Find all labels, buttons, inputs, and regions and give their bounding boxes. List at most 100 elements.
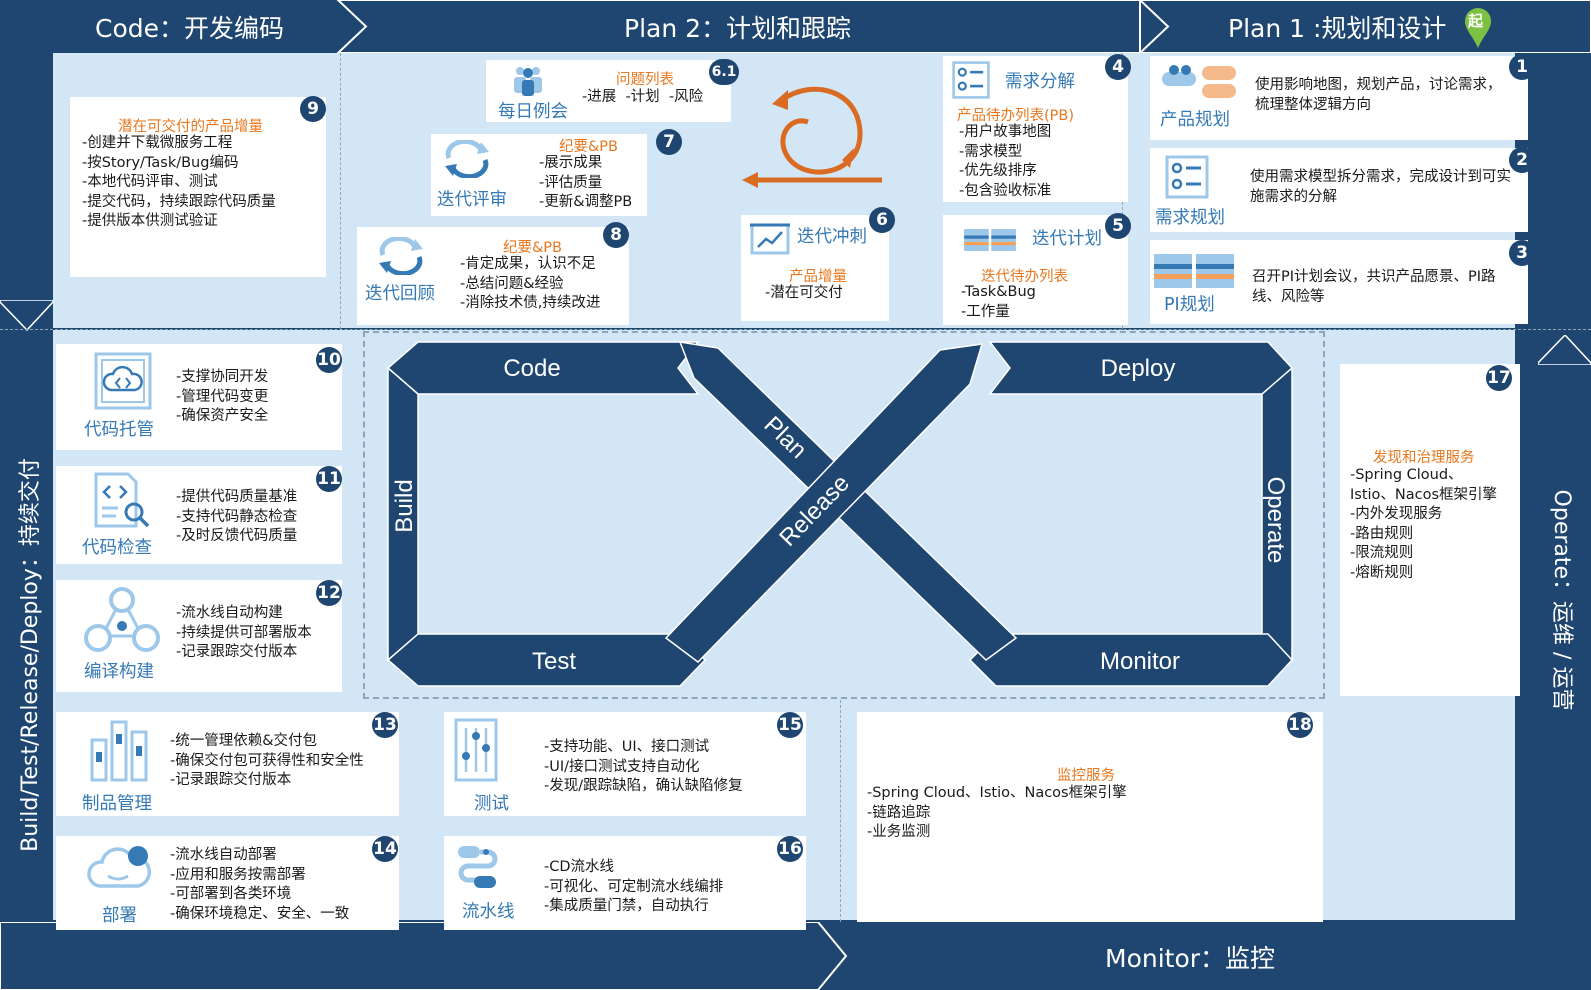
card-14-number: 14 — [372, 836, 398, 862]
card-7-line: -展示成果 — [539, 155, 603, 171]
card-13-name: 制品管理 — [82, 794, 152, 814]
card-5-title: 迭代待办列表 — [981, 269, 1068, 285]
start-marker-label: 起 — [1468, 12, 1484, 30]
card-1-number: 1 — [1509, 54, 1535, 80]
card-iteration-planning[interactable]: 迭代计划 迭代待办列表 -Task&Bug -工作量 — [943, 215, 1128, 325]
card-7-line: -评估质量 — [539, 174, 603, 191]
loop-test-label: Test — [532, 648, 576, 675]
bottom-band-arrow — [0, 922, 848, 990]
card-product-planning[interactable]: 产品规划 使用影响地图，规划产品，讨论需求，梳理整体逻辑方向 — [1150, 56, 1528, 140]
card-requirement-planning[interactable]: 需求规划 使用需求模型拆分需求，完成设计到可实施需求的分解 — [1150, 148, 1528, 232]
card-14-name: 部署 — [102, 906, 137, 926]
card-12-line: -流水线自动构建 — [176, 605, 283, 621]
card-11-lines: -提供代码质量基准 -支持代码静态检查 -及时反馈代码质量 — [176, 488, 297, 547]
card-pi-planning[interactable]: PI规划 召开PI计划会议，共识产品愿景、PI路线、风险等 — [1150, 240, 1528, 324]
card-12-name: 编译构建 — [84, 662, 154, 682]
sprint-loop-icon — [742, 86, 882, 188]
card-7-lines: -展示成果 -评估质量 -更新&调整PB — [539, 154, 632, 213]
loop-monitor-label: Monitor — [1100, 648, 1180, 675]
checklist-icon — [1165, 155, 1209, 199]
card-code-inspection[interactable]: 代码检查 -提供代码质量基准 -支持代码静态检查 -及时反馈代码质量 — [56, 466, 342, 564]
card-iteration-retrospective[interactable]: 迭代回顾 纪要&PB -肯定成果，认识不足 -总结问题&经验 -消除技术债,持续… — [357, 227, 629, 325]
card-requirement-breakdown[interactable]: 需求分解 产品待办列表(PB) -用户故事地图 -需求模型 -优先级排序 -包含… — [943, 56, 1128, 202]
card-6-number: 6 — [869, 207, 895, 233]
card-iteration-review[interactable]: 迭代评审 纪要&PB -展示成果 -评估质量 -更新&调整PB — [431, 134, 647, 216]
card-4-number: 4 — [1105, 54, 1131, 80]
card-deployment[interactable]: 部署 -流水线自动部署 -应用和服务按需部署 -可部署到各类环境 -确保环境稳定… — [56, 836, 399, 930]
card-12-lines: -流水线自动构建 -持续提供可部署版本 -记录跟踪交付版本 — [176, 604, 312, 663]
card-monitoring-service[interactable]: 监控服务 -Spring Cloud、Istio、Nacos框架引擎 -链路追踪… — [857, 712, 1323, 922]
card-4-line: -用户故事地图 — [959, 124, 1052, 140]
card-1-desc: 使用影响地图，规划产品，讨论需求，梳理整体逻辑方向 — [1255, 77, 1502, 113]
card-2-desc: 使用需求模型拆分需求，完成设计到可实施需求的分解 — [1250, 169, 1511, 205]
card-8-title: 纪要&PB — [503, 240, 562, 256]
card-iteration-sprint[interactable]: 迭代冲刺 产品增量 -潜在可交付 — [741, 215, 889, 321]
card-discovery-governance[interactable]: 发现和治理服务 -Spring Cloud、 Istio、Nacos框架引擎 -… — [1340, 364, 1520, 696]
card-product-increment[interactable]: 潜在可交付的产品增量 -创建并下载微服务工程 -按Story/Task/Bug编… — [70, 97, 326, 277]
team-meeting-icon — [514, 67, 542, 96]
card-11-name: 代码检查 — [82, 538, 152, 558]
card-8-line: -肯定成果，认识不足 — [460, 256, 596, 272]
card-8-line: -消除技术债,持续改进 — [460, 295, 601, 311]
card-16-lines: -CD流水线 -可视化、可定制流水线编排 -集成质量门禁，自动执行 — [544, 858, 723, 917]
card-4-line: -优先级排序 — [959, 163, 1037, 179]
card-61-lines: -进展 -计划 -风险 — [582, 88, 703, 108]
card-10-lines: -支撑协同开发 -管理代码变更 -确保资产安全 — [176, 368, 268, 427]
card-9-line: -创建并下载微服务工程 — [82, 135, 233, 151]
card-14-line: -应用和服务按需部署 — [170, 866, 306, 883]
card-code-hosting[interactable]: 代码托管 -支撑协同开发 -管理代码变更 -确保资产安全 — [56, 344, 342, 450]
loop-deploy-label: Deploy — [1101, 355, 1176, 382]
card-13-line: -记录跟踪交付版本 — [170, 772, 292, 788]
card-build[interactable]: 编译构建 -流水线自动构建 -持续提供可部署版本 -记录跟踪交付版本 — [56, 580, 342, 692]
card-14-line: -流水线自动部署 — [170, 847, 277, 863]
card-4-lines: -用户故事地图 -需求模型 -优先级排序 -包含验收标准 — [959, 123, 1051, 201]
card-11-line: -及时反馈代码质量 — [176, 528, 298, 544]
card-15-line: -发现/跟踪缺陷，确认缺陷修复 — [544, 778, 743, 794]
devops-loop-frame — [363, 331, 1325, 699]
card-9-line: -提交代码，持续跟踪代码质量 — [82, 193, 276, 210]
card-10-line: -确保资产安全 — [176, 408, 269, 424]
card-artifact-management[interactable]: 制品管理 -统一管理依赖&交付包 -确保交付包可获得性和安全性 -记录跟踪交付版… — [56, 712, 399, 816]
card-18-number: 18 — [1287, 712, 1313, 738]
card-61-line: -进展 -计划 -风险 — [582, 89, 704, 105]
card-9-title: 潜在可交付的产品增量 — [118, 119, 263, 135]
card-13-lines: -统一管理依赖&交付包 -确保交付包可获得性和安全性 -记录跟踪交付版本 — [170, 732, 364, 791]
kanban-board-icon — [964, 229, 1016, 251]
card-testing[interactable]: 测试 -支持功能、UI、接口测试 -UI/接口测试支持自动化 -发现/跟踪缺陷，… — [444, 712, 806, 816]
loop-operate-label: Operate — [1262, 477, 1289, 564]
card-6-lines: -潜在可交付 — [765, 284, 843, 304]
card-7-title: 纪要&PB — [559, 139, 618, 155]
loop-build-label: Build — [391, 479, 418, 532]
card-9-lines: -创建并下载微服务工程 -按Story/Task/Bug编码 -本地代码评审、测… — [82, 134, 276, 232]
card-2-name: 需求规划 — [1155, 208, 1225, 228]
card-7-number: 7 — [656, 129, 682, 155]
card-17-line: -熔断规则 — [1350, 564, 1414, 581]
presentation-chart-icon — [750, 223, 790, 255]
loop-code-label: Code — [503, 355, 560, 382]
card-13-line: -确保交付包可获得性和安全性 — [170, 752, 364, 769]
card-16-line: -集成质量门禁，自动执行 — [544, 898, 709, 914]
code-header: Code：开发编码 — [95, 14, 285, 43]
plan2-header: Plan 2：计划和跟踪 — [624, 14, 852, 43]
card-15-number: 15 — [777, 712, 803, 738]
card-18-line: -业务监测 — [867, 824, 931, 840]
card-13-number: 13 — [372, 712, 398, 738]
card-daily-standup[interactable]: 每日例会 问题列表 -进展 -计划 -风险 — [486, 60, 731, 122]
card-12-line: -持续提供可部署版本 — [176, 624, 312, 641]
card-4-line: -包含验收标准 — [959, 182, 1052, 199]
card-5-line: -Task&Bug — [961, 284, 1036, 300]
group-people-icon — [1162, 65, 1236, 98]
card-17-title: 发现和治理服务 — [1373, 450, 1475, 466]
card-3-number: 3 — [1509, 240, 1535, 266]
card-17-line: -Spring Cloud、 — [1350, 467, 1463, 483]
card-16-line: -可视化、可定制流水线编排 — [544, 878, 724, 895]
devops-loop: Code Deploy Test Monitor Build Operate P… — [386, 341, 1294, 687]
card-pipeline[interactable]: 流水线 -CD流水线 -可视化、可定制流水线编排 -集成质量门禁，自动执行 — [444, 836, 806, 930]
card-8-name: 迭代回顾 — [365, 284, 435, 304]
card-10-line: -管理代码变更 — [176, 388, 269, 405]
release-arrow — [664, 343, 984, 663]
card-7-line: -更新&调整PB — [539, 194, 633, 210]
code-cloud-icon — [94, 352, 152, 410]
card-7-name: 迭代评审 — [437, 190, 507, 210]
